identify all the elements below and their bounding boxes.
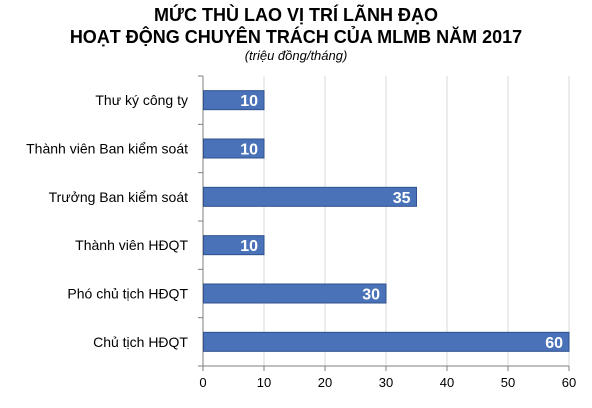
chart-header: MỨC THÙ LAO VỊ TRÍ LÃNH ĐẠO HOẠT ĐỘNG CH… (0, 4, 592, 63)
bar (203, 90, 265, 111)
bar-value-label: 60 (545, 335, 563, 352)
bar (203, 235, 265, 256)
chart-title-line-1: MỨC THÙ LAO VỊ TRÍ LÃNH ĐẠO (154, 5, 438, 25)
x-tick-label: 60 (562, 375, 576, 390)
chart-subtitle: (triệu đồng/tháng) (244, 48, 348, 63)
category-label: Phó chủ tịch HĐQT (67, 286, 188, 302)
x-tick-label: 20 (318, 375, 332, 390)
bar (203, 331, 570, 352)
category-label: Thành viên HĐQT (75, 237, 188, 253)
bar (203, 138, 265, 159)
category-label: Thành viên Ban kiểm soát (26, 141, 188, 157)
bar (203, 186, 417, 207)
x-tick-label: 0 (199, 375, 206, 390)
x-tick-label: 50 (501, 375, 515, 390)
bar-value-label: 10 (240, 238, 258, 255)
bar (203, 283, 387, 304)
category-label: Thư ký công ty (95, 92, 188, 108)
category-label: Trưởng Ban kiểm soát (49, 189, 189, 205)
chart-title-line-2: HOẠT ĐỘNG CHUYÊN TRÁCH CỦA MLMB NĂM 2017 (69, 27, 523, 47)
bar-value-label: 10 (240, 93, 258, 110)
category-label: Chủ tịch HĐQT (93, 334, 188, 350)
x-tick-label: 40 (440, 375, 454, 390)
x-tick-label: 30 (379, 375, 393, 390)
x-tick-label: 10 (257, 375, 271, 390)
bar-value-label: 30 (362, 287, 380, 304)
bar-value-label: 10 (240, 142, 258, 159)
bar-value-label: 35 (393, 190, 411, 207)
